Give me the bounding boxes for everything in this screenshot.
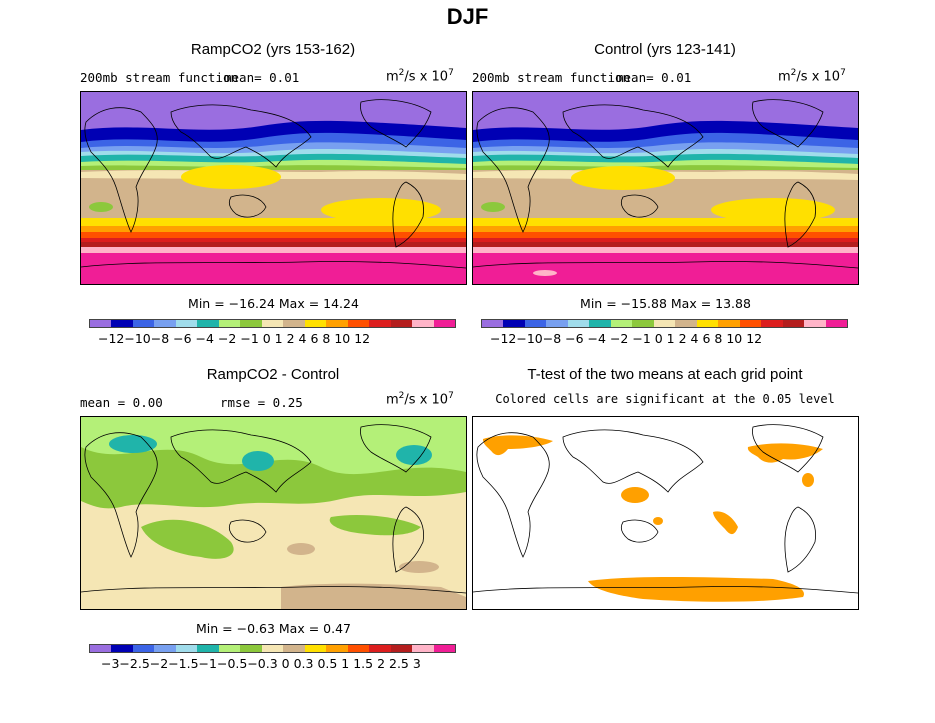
panel-diff-mean: mean = 0.00 xyxy=(80,395,163,410)
panel-ttest-title: T-test of the two means at each grid poi… xyxy=(527,366,803,383)
colorbar-swatch xyxy=(175,320,198,327)
panel-ramp-subtitle: 200mb stream function xyxy=(80,70,239,85)
colorbar-swatch xyxy=(90,645,112,652)
colorbar-swatch xyxy=(369,320,391,327)
colorbar-swatch xyxy=(197,320,219,327)
colorbar-swatch xyxy=(132,645,155,652)
panel-ramp-minmax: Min = −16.24 Max = 14.24 xyxy=(188,296,359,311)
colorbar-swatch xyxy=(304,645,327,652)
colorbar-swatch xyxy=(283,320,305,327)
colorbar-swatch xyxy=(825,320,847,327)
colorbar-swatch xyxy=(482,320,504,327)
colorbar-swatch xyxy=(261,645,284,652)
colorbar-swatch xyxy=(433,645,455,652)
colorbar-swatch xyxy=(589,320,611,327)
colorbar-swatch xyxy=(111,320,133,327)
colorbar-swatch xyxy=(347,645,370,652)
panel-ramp-map xyxy=(80,91,467,285)
colorbar-swatch xyxy=(524,320,547,327)
colorbar-swatch xyxy=(197,645,219,652)
colorbar-swatch xyxy=(761,320,783,327)
colorbar-swatch xyxy=(653,320,676,327)
panel-diff-title: RampCO2 - Control xyxy=(206,366,340,383)
colorbar-swatch xyxy=(218,320,241,327)
colorbar-swatch xyxy=(326,320,348,327)
colorbar-swatch xyxy=(610,320,633,327)
panel-diff-minmax: Min = −0.63 Max = 0.47 xyxy=(196,621,351,636)
panel-ramp-colorbar-labels: −12−10−8 −6 −4 −2 −1 0 1 2 4 6 8 10 12 xyxy=(98,331,371,346)
panel-control-minmax: Min = −15.88 Max = 13.88 xyxy=(580,296,751,311)
colorbar-swatch xyxy=(175,645,198,652)
panel-control-units: m2/s x 107 xyxy=(778,68,846,85)
colorbar-swatch xyxy=(782,320,805,327)
panel-ttest-subtitle: Colored cells are significant at the 0.0… xyxy=(495,392,835,406)
colorbar-swatch xyxy=(218,645,241,652)
panel-control-mean: mean= 0.01 xyxy=(616,70,692,85)
colorbar-swatch xyxy=(433,320,455,327)
colorbar-swatch xyxy=(546,320,568,327)
colorbar-swatch xyxy=(675,320,697,327)
panel-ramp-mean: mean= 0.01 xyxy=(224,70,300,85)
panel-control-map xyxy=(472,91,859,285)
panel-control-title: Control (yrs 123-141) xyxy=(594,41,736,58)
colorbar-swatch xyxy=(304,320,327,327)
colorbar-swatch xyxy=(154,320,176,327)
panel-diff-units: m2/s x 107 xyxy=(386,391,454,408)
panel-ramp-colorbar xyxy=(89,319,456,328)
colorbar-swatch xyxy=(632,320,654,327)
colorbar-swatch xyxy=(412,645,434,652)
figure-title: DJF xyxy=(446,4,489,29)
panel-diff-rmse: rmse = 0.25 xyxy=(220,395,303,410)
colorbar-swatch xyxy=(240,320,262,327)
panel-diff-colorbar-labels: −3−2.5−2−1.5−1−0.5−0.3 0 0.3 0.5 1 1.5 2… xyxy=(101,656,421,671)
colorbar-swatch xyxy=(503,320,525,327)
panel-control-colorbar-labels: −12−10−8 −6 −4 −2 −1 0 1 2 4 6 8 10 12 xyxy=(490,331,763,346)
colorbar-swatch xyxy=(283,645,305,652)
colorbar-swatch xyxy=(390,320,413,327)
colorbar-swatch xyxy=(347,320,370,327)
colorbar-swatch xyxy=(412,320,434,327)
colorbar-swatch xyxy=(261,320,284,327)
panel-ttest-map xyxy=(472,416,859,610)
colorbar-swatch xyxy=(111,645,133,652)
panel-ramp-units: m2/s x 107 xyxy=(386,68,454,85)
colorbar-swatch xyxy=(804,320,826,327)
colorbar-swatch xyxy=(132,320,155,327)
colorbar-swatch xyxy=(696,320,719,327)
panel-diff-colorbar xyxy=(89,644,456,653)
colorbar-swatch xyxy=(390,645,413,652)
colorbar-swatch xyxy=(718,320,740,327)
colorbar-swatch xyxy=(90,320,112,327)
panel-control-colorbar xyxy=(481,319,848,328)
panel-control-subtitle: 200mb stream function xyxy=(472,70,631,85)
colorbar-swatch xyxy=(739,320,762,327)
colorbar-swatch xyxy=(240,645,262,652)
colorbar-swatch xyxy=(154,645,176,652)
colorbar-swatch xyxy=(369,645,391,652)
colorbar-swatch xyxy=(326,645,348,652)
panel-diff-map xyxy=(80,416,467,610)
panel-ramp-title: RampCO2 (yrs 153-162) xyxy=(190,41,356,58)
colorbar-swatch xyxy=(567,320,590,327)
